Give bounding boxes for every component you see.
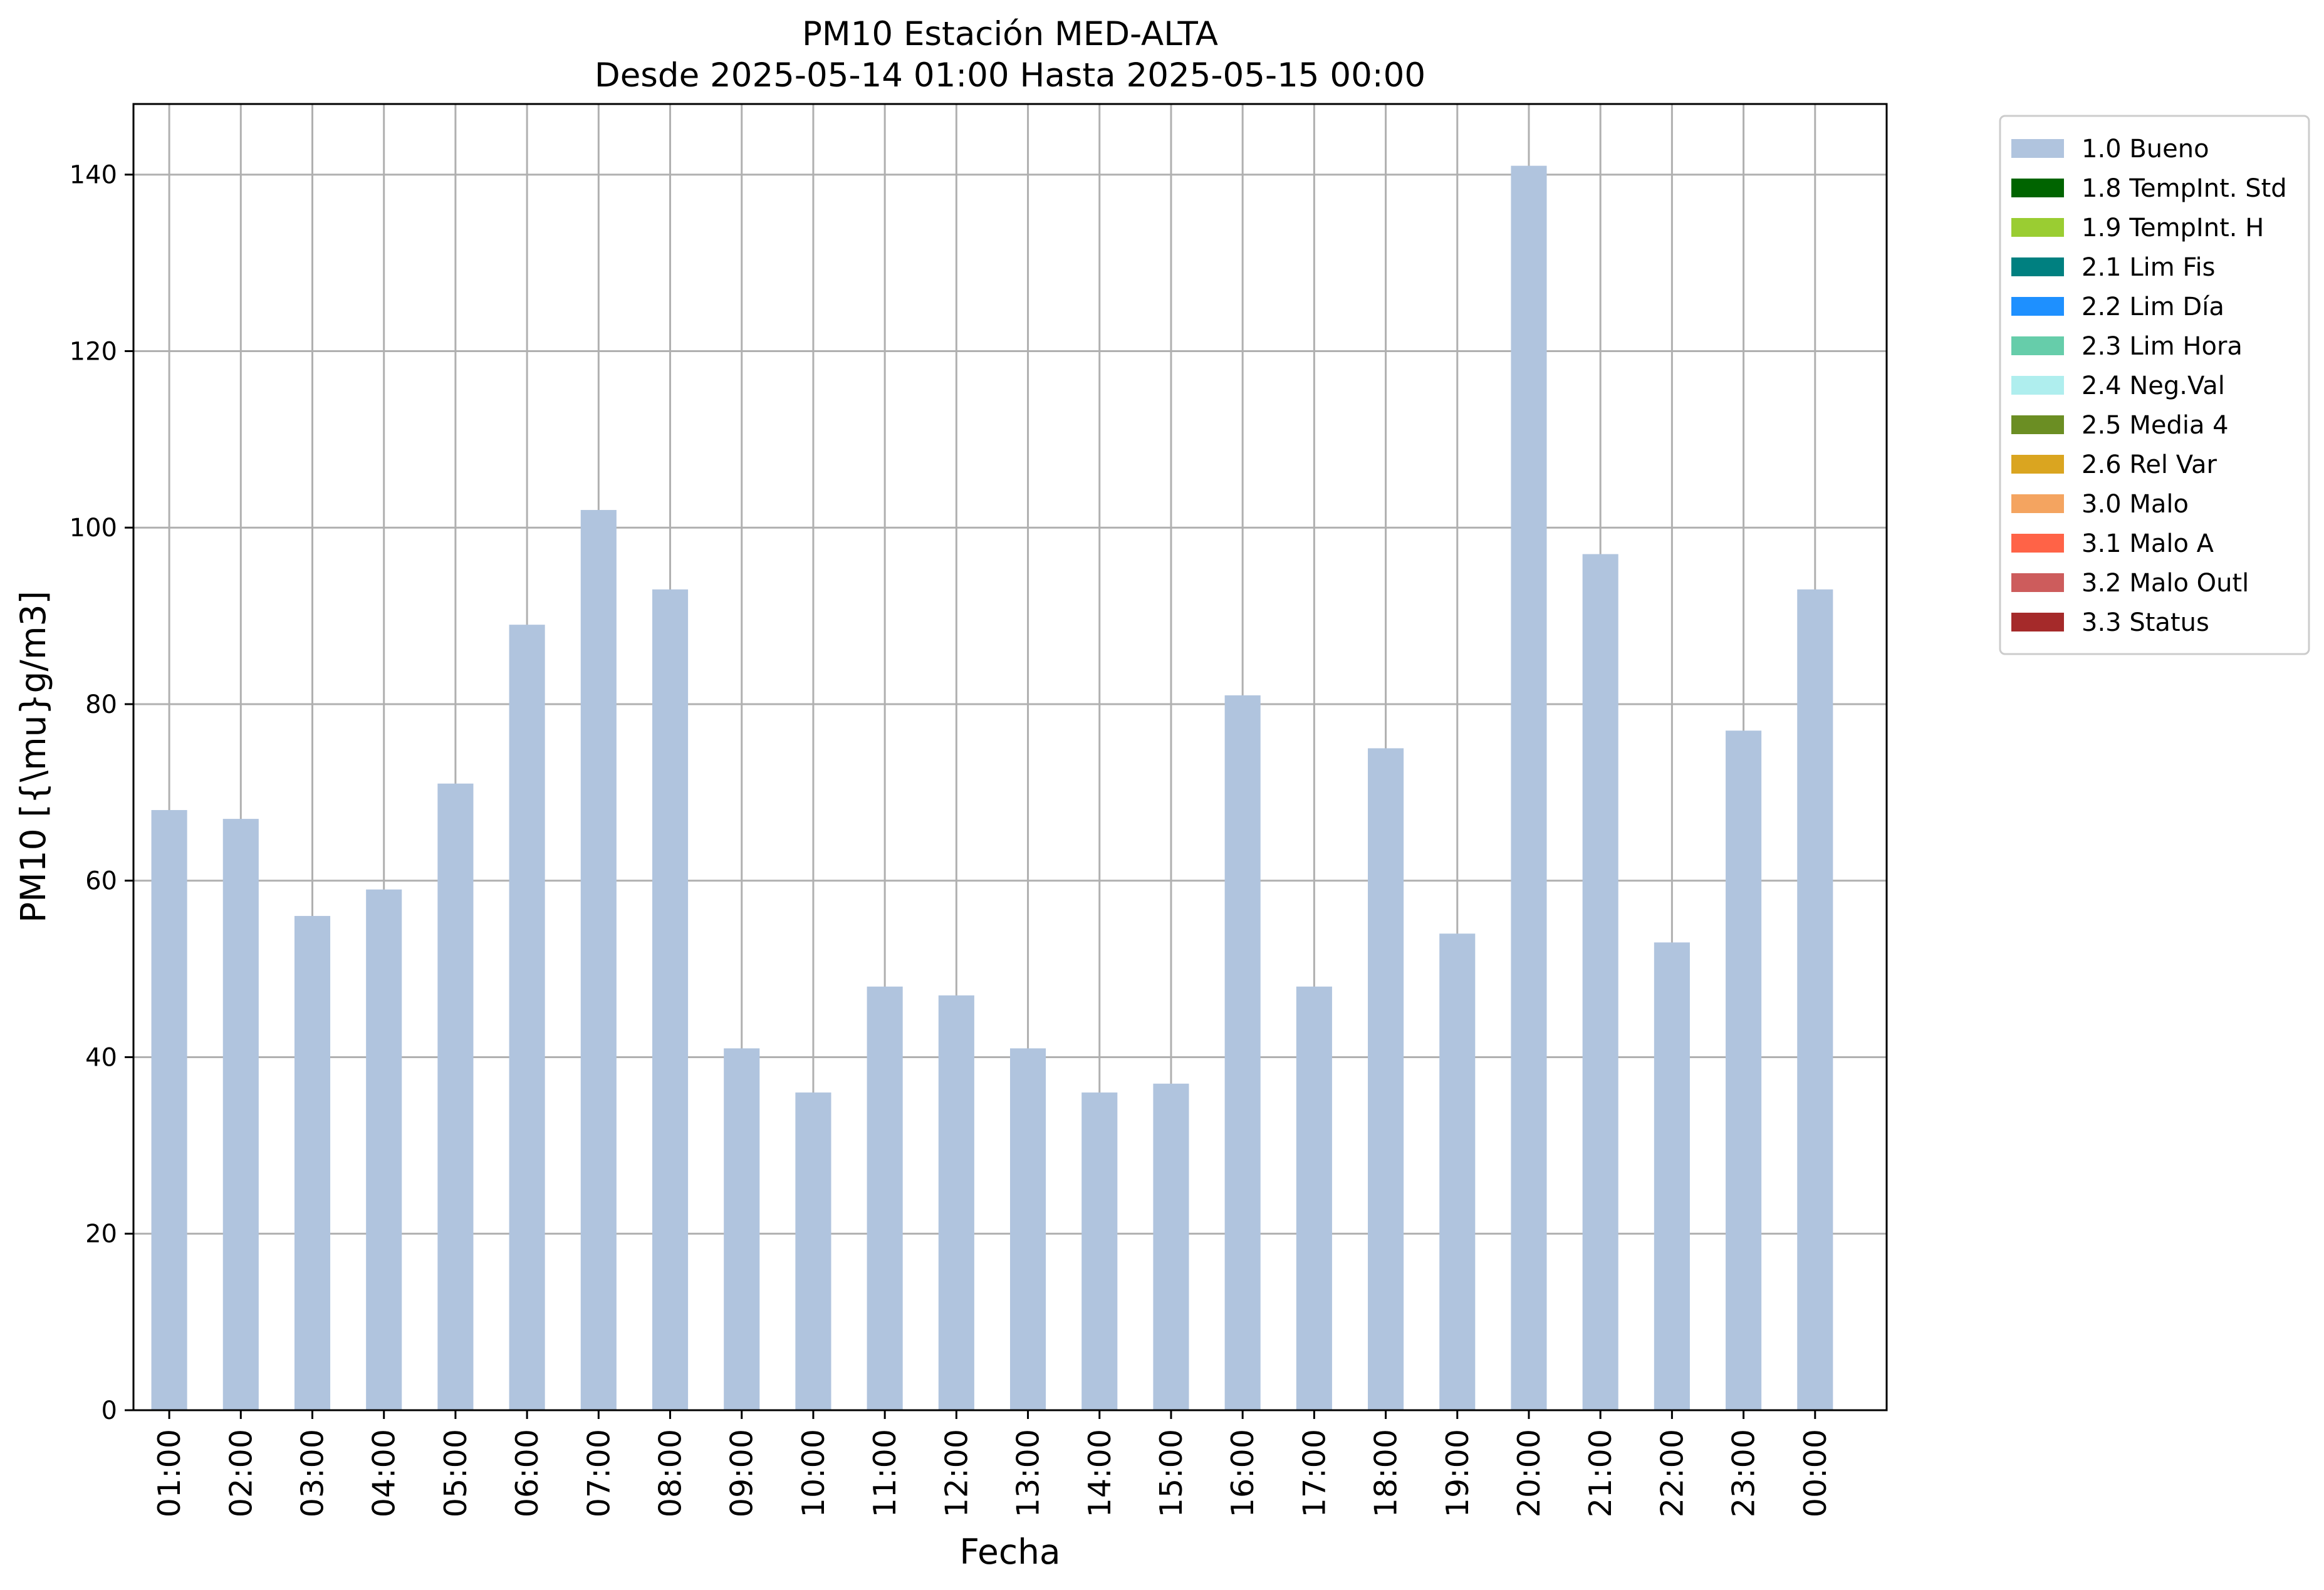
legend-swatch <box>2011 139 2064 158</box>
legend-entry-label: 2.3 Lim Hora <box>2082 332 2243 361</box>
x-tick-label: 19:00 <box>1440 1429 1476 1517</box>
legend-swatch <box>2011 534 2064 553</box>
x-tick-label: 22:00 <box>1654 1429 1690 1517</box>
y-tick-label: 20 <box>85 1220 117 1249</box>
bar-1900 <box>1439 933 1476 1410</box>
bar-0700 <box>580 510 617 1410</box>
legend-swatch <box>2011 376 2064 395</box>
x-tick-label: 10:00 <box>796 1429 831 1517</box>
y-tick-label: 40 <box>85 1043 117 1072</box>
y-tick-label: 100 <box>70 514 117 543</box>
y-tick-label: 140 <box>70 161 117 190</box>
bars <box>151 165 1833 1411</box>
legend-entry-label: 1.9 TempInt. H <box>2082 214 2264 242</box>
bar-0300 <box>294 916 331 1410</box>
bar-1800 <box>1368 748 1404 1410</box>
x-tick-label: 06:00 <box>509 1429 545 1517</box>
bar-1400 <box>1081 1092 1118 1410</box>
legend-swatch <box>2011 455 2064 474</box>
bar-1300 <box>1010 1048 1046 1410</box>
x-tick-label: 00:00 <box>1798 1429 1833 1517</box>
legend-entry-label: 3.0 Malo <box>2082 490 2189 519</box>
x-axis-ticks: 01:00 02:00 03:00 04:00 05:00 06:00 07:00 08:00… <box>152 1410 1833 1517</box>
legend-swatch <box>2011 613 2064 631</box>
legend-entry-label: 2.5 Media 4 <box>2082 411 2229 440</box>
x-tick-label: 14:00 <box>1082 1429 1118 1517</box>
bar-2100 <box>1582 554 1618 1410</box>
plot-frame <box>132 103 1888 1411</box>
x-tick-label: 23:00 <box>1726 1429 1762 1517</box>
bar-0000 <box>1797 589 1833 1410</box>
y-axis-label: PM10 [{\mu}g/m3] <box>13 591 53 923</box>
bar-1100 <box>867 986 903 1410</box>
x-tick-label: 02:00 <box>223 1429 259 1517</box>
bar-1500 <box>1153 1083 1189 1410</box>
x-tick-label: 18:00 <box>1368 1429 1404 1517</box>
bar-2300 <box>1726 730 1762 1410</box>
legend-swatch <box>2011 257 2064 276</box>
x-tick-label: 04:00 <box>367 1429 402 1517</box>
legend-entry-label: 2.4 Neg.Val <box>2082 372 2225 400</box>
x-axis-label: Fecha <box>959 1532 1060 1572</box>
x-tick-label: 12:00 <box>939 1429 974 1517</box>
bar-0600 <box>509 625 545 1411</box>
x-tick-label: 16:00 <box>1225 1429 1261 1517</box>
x-tick-label: 17:00 <box>1296 1429 1332 1517</box>
x-tick-label: 01:00 <box>152 1429 187 1517</box>
legend-swatch <box>2011 573 2064 592</box>
legend-entry-label: 3.3 Status <box>2082 608 2209 637</box>
bar-0900 <box>724 1048 760 1410</box>
chart-subtitle: Desde 2025-05-14 01:00 Hasta 2025-05-15 … <box>595 56 1425 95</box>
legend-entry-label: 2.1 Lim Fis <box>2082 253 2215 282</box>
bar-1000 <box>795 1092 831 1410</box>
x-tick-label: 03:00 <box>295 1429 331 1517</box>
bar-1200 <box>938 995 974 1410</box>
bar-2200 <box>1654 942 1690 1410</box>
x-tick-label: 13:00 <box>1011 1429 1046 1517</box>
legend-frame <box>1999 115 2310 655</box>
legend-entry-label: 2.2 Lim Día <box>2082 293 2224 321</box>
y-tick-label: 80 <box>85 690 117 719</box>
bar-0400 <box>366 889 402 1410</box>
bar-0200 <box>222 819 259 1410</box>
legend-entry-label: 1.8 TempInt. Std <box>2082 174 2287 203</box>
legend-entry-label: 3.2 Malo Outl <box>2082 569 2249 598</box>
x-tick-label: 07:00 <box>581 1429 617 1517</box>
legend-entry-label: 3.1 Malo A <box>2082 529 2214 558</box>
bar-2000 <box>1511 165 1547 1410</box>
x-tick-label: 15:00 <box>1154 1429 1189 1517</box>
y-axis-ticks: 0 20 40 60 80 100 120 140 <box>70 161 133 1425</box>
legend-swatch <box>2011 297 2064 316</box>
bar-0800 <box>652 589 689 1410</box>
bar-1600 <box>1224 695 1261 1410</box>
legend-swatch <box>2011 179 2064 197</box>
y-tick-label: 0 <box>102 1396 117 1425</box>
x-tick-label: 11:00 <box>867 1429 903 1517</box>
legend-swatch <box>2011 415 2064 434</box>
legend-entry-label: 1.0 Bueno <box>2082 135 2209 164</box>
x-tick-label: 21:00 <box>1583 1429 1618 1517</box>
x-tick-label: 08:00 <box>653 1429 689 1517</box>
legend-swatch <box>2011 218 2064 237</box>
x-tick-label: 20:00 <box>1511 1429 1547 1517</box>
y-tick-label: 120 <box>70 337 117 366</box>
legend: 1.0 Bueno 1.8 TempInt. Std 1.9 TempInt. H 2… <box>1999 115 2310 655</box>
bar-1700 <box>1296 986 1332 1410</box>
legend-swatch <box>2011 336 2064 355</box>
y-tick-label: 60 <box>85 867 117 896</box>
legend-entry-label: 2.6 Rel Var <box>2082 450 2217 479</box>
legend-swatch <box>2011 494 2064 513</box>
bar-0500 <box>437 783 474 1410</box>
x-tick-label: 09:00 <box>724 1429 760 1517</box>
bar-0100 <box>151 810 187 1410</box>
chart-title: PM10 Estación MED-ALTA <box>802 15 1218 53</box>
x-tick-label: 05:00 <box>438 1429 474 1517</box>
